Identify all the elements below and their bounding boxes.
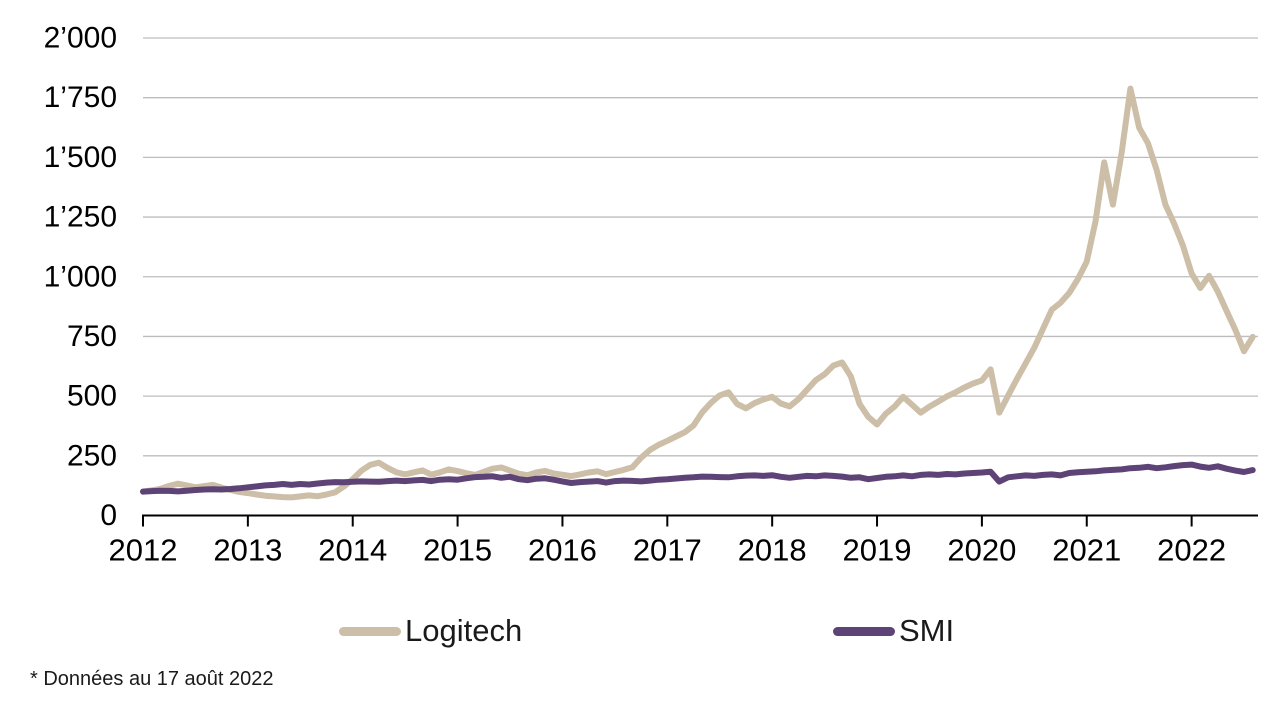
series-line-logitech: [140, 85, 1256, 501]
legend-label-logitech: Logitech: [405, 613, 523, 648]
y-axis-label: 750: [67, 320, 117, 353]
footnote-text: * Données au 17 août 2022: [30, 668, 274, 690]
y-axis-label: 2’000: [44, 22, 117, 55]
legend-item-smi: SMI: [833, 613, 955, 648]
legend-item-logitech: Logitech: [339, 613, 523, 648]
y-axis-label: 0: [100, 499, 117, 532]
x-axis-label: 2020: [947, 533, 1016, 568]
x-axis-label: 2016: [528, 533, 597, 568]
x-axis-label: 2017: [633, 533, 702, 568]
x-axis-label: 2022: [1157, 533, 1226, 568]
legend-label-smi: SMI: [899, 613, 955, 648]
series-line-smi: [140, 461, 1256, 495]
x-axis-label: 2014: [318, 533, 387, 568]
y-axis-label: 1’750: [44, 81, 117, 114]
y-axis-label: 1’000: [44, 260, 117, 293]
y-axis-label: 500: [67, 380, 117, 413]
legend-swatch-smi: [833, 626, 895, 636]
y-axis-label: 1’500: [44, 141, 117, 174]
legend-swatch-logitech: [339, 626, 401, 636]
x-axis-label: 2021: [1052, 533, 1121, 568]
x-axis-label: 2012: [109, 533, 178, 568]
y-axis-label: 1’250: [44, 201, 117, 234]
x-axis-label: 2019: [843, 533, 912, 568]
x-axis-label: 2013: [213, 533, 282, 568]
x-axis-label: 2015: [423, 533, 492, 568]
y-axis-label: 250: [67, 439, 117, 472]
x-axis-label: 2018: [738, 533, 807, 568]
